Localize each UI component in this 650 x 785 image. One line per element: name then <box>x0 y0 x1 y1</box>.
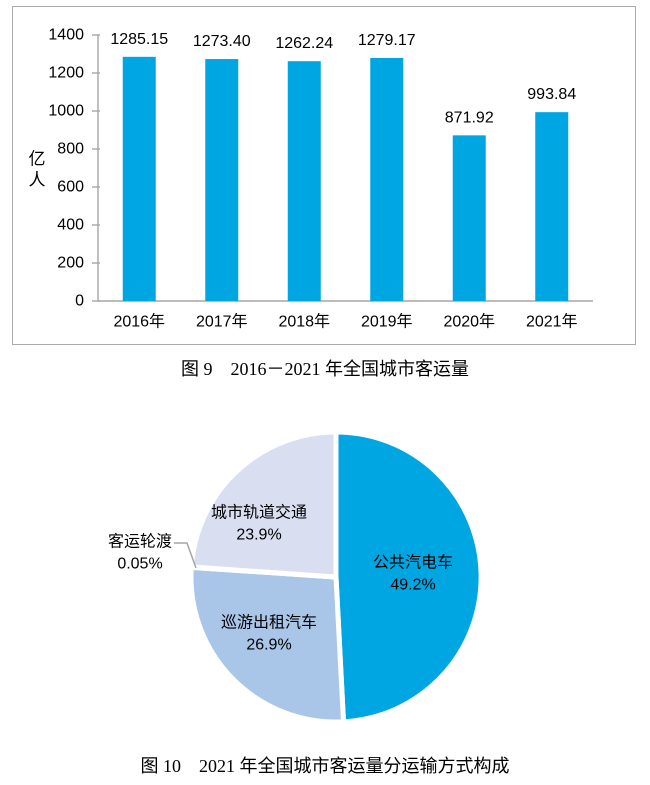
x-category-label: 2018年 <box>278 313 330 331</box>
bar-2021年 <box>535 112 569 301</box>
y-tick-label: 1400 <box>48 27 84 44</box>
pie-label-percent: 26.9% <box>246 637 291 654</box>
bar-chart-svg: 0 200 400 600 800 1000 1200 1400 亿人 1285.15 2016年 1… <box>29 27 593 331</box>
pie-label-name: 城市轨道交通 <box>211 504 307 522</box>
pie-label-name: 客运轮渡 <box>108 533 172 551</box>
y-axis-unit-label: 人 <box>29 171 46 190</box>
bar-value-label: 993.84 <box>527 86 576 103</box>
bar-2018年 <box>287 61 321 301</box>
y-tick-label: 600 <box>57 179 84 196</box>
pie-label-percent: 23.9% <box>236 527 281 544</box>
figure10-caption: 图 10 2021 年全国城市客运量分运输方式构成 <box>140 756 510 776</box>
x-category-label: 2021年 <box>526 313 578 331</box>
pie-slice-城市轨道交通 <box>188 429 339 580</box>
y-tick-label: 800 <box>57 141 84 158</box>
pie-slice-巡游出租汽车 <box>188 564 347 725</box>
bar-value-label: 1285.15 <box>110 31 168 48</box>
bar-value-label: 1273.40 <box>193 33 251 50</box>
pie-label-percent: 0.05% <box>117 556 162 573</box>
pie-slice-公共汽电车 <box>333 429 484 725</box>
y-tick-label: 400 <box>57 217 84 234</box>
bar-value-label: 1279.17 <box>358 32 416 49</box>
pie-label-name: 巡游出租汽车 <box>221 614 317 632</box>
y-axis-unit-label: 亿 <box>29 150 46 169</box>
bar-2020年 <box>452 135 486 301</box>
x-category-label: 2016年 <box>113 313 165 331</box>
bar-2019年 <box>370 57 404 301</box>
bar-value-label: 871.92 <box>445 109 494 126</box>
bar-2016年 <box>122 56 156 301</box>
bar-chart-panel <box>12 6 636 345</box>
pie-label-name: 公共汽电车 <box>373 554 453 572</box>
figure9-caption: 图 9 2016－2021 年全国城市客运量 <box>181 359 469 379</box>
x-category-label: 2019年 <box>361 313 413 331</box>
bar-value-label: 1262.24 <box>275 35 333 52</box>
pie-chart-svg: 公共汽电车 49.2% 巡游出租汽车 26.9% 客运轮渡 0.05% 城市轨道交通 23.9… <box>108 429 484 725</box>
leader-line-passenger-ferry <box>174 542 197 569</box>
y-tick-label: 200 <box>57 255 84 272</box>
y-tick-label: 1200 <box>48 65 84 82</box>
y-tick-label: 1000 <box>48 103 84 120</box>
x-category-label: 2017年 <box>196 313 248 331</box>
bar-2017年 <box>205 59 239 301</box>
pie-label-percent: 49.2% <box>390 577 435 594</box>
y-tick-label: 0 <box>75 293 84 310</box>
x-category-label: 2020年 <box>443 313 495 331</box>
